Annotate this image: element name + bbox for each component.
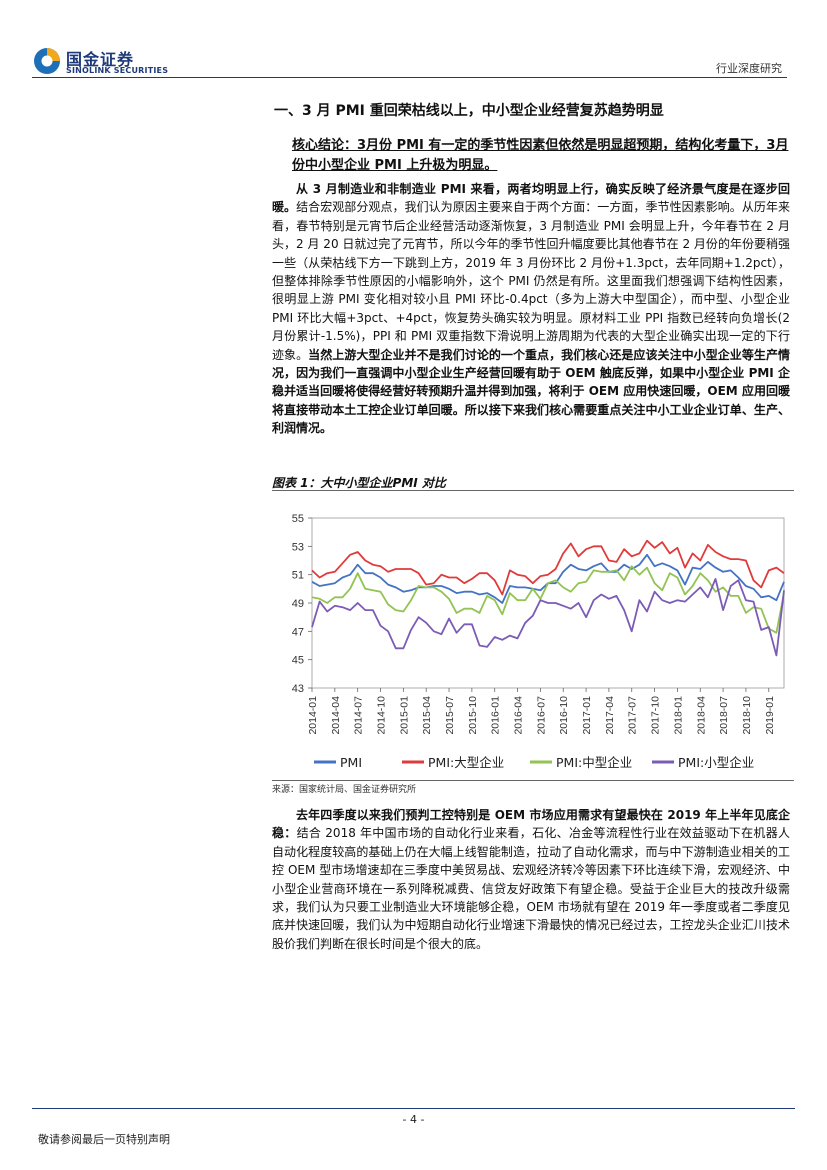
page-number: - 4 - xyxy=(402,1113,425,1126)
paragraph-pmi-analysis: 从 3 月制造业和非制造业 PMI 来看，两者均明显上行，确实反映了经济景气度是… xyxy=(272,180,790,438)
x-tick-label: 2016-10 xyxy=(558,696,570,735)
legend-label: PMI:中型企业 xyxy=(556,755,632,770)
pmi-line-chart: 43 45 47 49 51 53 55 2014-01 2014-04 2014-07 2014-… xyxy=(292,513,785,770)
company-logo-icon xyxy=(34,48,60,74)
header-divider xyxy=(32,77,787,78)
figure-bottom-rule xyxy=(272,780,794,781)
document-type: 行业深度研究 xyxy=(716,62,782,75)
y-tick-label: 49 xyxy=(292,598,304,610)
paragraph-body: 结合宏观部分观点，我们认为原因主要来自于两个方面：一方面，季节性因素影响。从历年… xyxy=(272,200,790,362)
x-tick-label: 2017-07 xyxy=(627,696,639,735)
x-tick-label: 2016-07 xyxy=(535,696,547,735)
y-tick-label: 43 xyxy=(292,683,304,695)
company-name-en: SINOLINK SECURITIES xyxy=(66,66,169,75)
paragraph-body: 结合 2018 年中国市场的自动化行业来看，石化、冶金等流程性行业在效益驱动下在… xyxy=(272,826,790,951)
x-tick-label: 2018-07 xyxy=(718,696,730,735)
x-tick-label: 2017-01 xyxy=(581,696,593,735)
y-tick-label: 51 xyxy=(292,570,304,582)
paragraph-lead: 从 3 月制造业和非制造业 PMI 来看，两者均明显上行，确实反映了经济景气度是… xyxy=(272,182,790,215)
footer-divider xyxy=(32,1108,795,1109)
x-tick-label: 2015-07 xyxy=(444,696,456,735)
x-tick-label: 2017-04 xyxy=(604,696,616,735)
figure-source: 来源：国家统计局、国金证券研究所 xyxy=(272,785,417,795)
x-tick-label: 2014-01 xyxy=(307,696,319,735)
x-tick-label: 2014-10 xyxy=(376,696,388,735)
y-tick-label: 53 xyxy=(292,541,304,553)
paragraph-lead: 去年四季度以来我们预判工控特别是 OEM 市场应用需求有望最快在 2019 年上… xyxy=(272,808,790,841)
legend-label: PMI:小型企业 xyxy=(678,755,754,770)
paragraph-tail: 当然上游大型企业并不是我们讨论的一个重点，我们核心还是应该关注中小型企业等生产情… xyxy=(272,347,790,436)
section-heading: 一、3 月 PMI 重回荣枯线以上，中小型企业经营复苏趋势明显 xyxy=(274,103,664,119)
x-tick-label: 2016-04 xyxy=(513,696,525,735)
paragraph-oem-outlook: 去年四季度以来我们预判工控特别是 OEM 市场应用需求有望最快在 2019 年上… xyxy=(272,806,790,953)
y-tick-label: 55 xyxy=(292,513,304,525)
series-line xyxy=(311,578,785,657)
x-tick-label: 2019-01 xyxy=(764,696,776,735)
x-tick-label: 2018-04 xyxy=(695,696,707,735)
core-conclusion: 核心结论：3月份 PMI 有一定的季节性因素但依然是明显超预期，结构化考量下，3… xyxy=(292,138,789,173)
x-tick-label: 2015-10 xyxy=(467,696,479,735)
x-tick-label: 2017-10 xyxy=(650,696,662,735)
x-tick-label: 2015-01 xyxy=(398,696,410,735)
x-tick-label: 2014-07 xyxy=(353,696,365,735)
x-tick-label: 2015-04 xyxy=(421,696,433,735)
legend-label: PMI xyxy=(340,755,362,770)
figure-title: 图表 1：大中小型企业PMI 对比 xyxy=(272,476,446,490)
x-tick-label: 2018-01 xyxy=(672,696,684,735)
y-tick-label: 45 xyxy=(292,655,304,667)
y-tick-label: 47 xyxy=(292,626,304,638)
legend-label: PMI:大型企业 xyxy=(428,755,504,770)
x-tick-label: 2018-10 xyxy=(741,696,753,735)
series-line xyxy=(311,565,785,634)
company-name-cn: 国金证券 xyxy=(66,50,135,69)
figure-top-rule xyxy=(272,490,794,491)
series-line xyxy=(311,539,785,596)
x-tick-label: 2016-01 xyxy=(490,696,502,735)
x-tick-label: 2014-04 xyxy=(330,696,342,735)
disclaimer-note: 敬请参阅最后一页特别声明 xyxy=(38,1133,170,1146)
